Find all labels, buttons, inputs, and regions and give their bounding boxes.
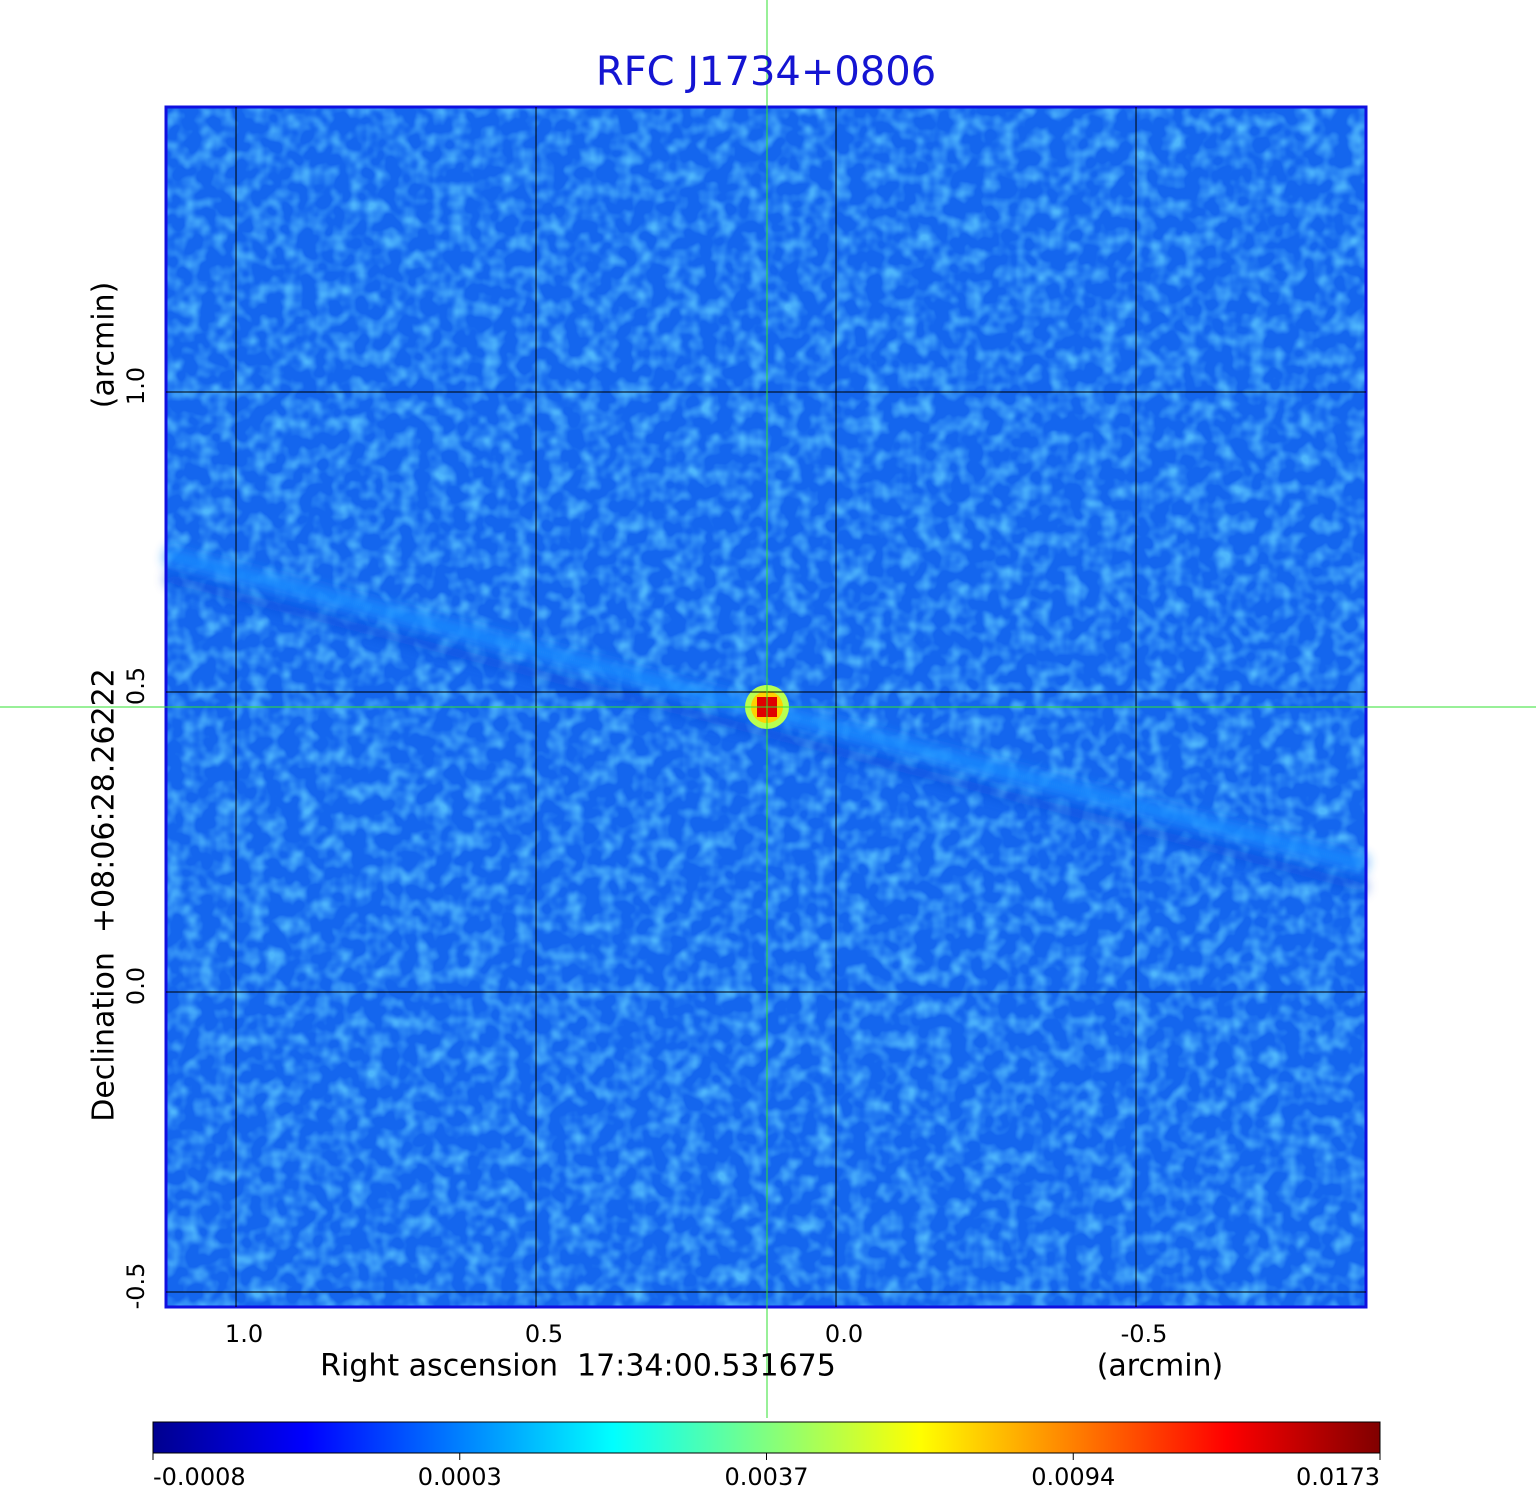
y-axis-label: Declination +08:06:28.26222: [87, 668, 122, 1122]
y-tick-label: 0.5: [122, 667, 150, 705]
colorbar-tick-label: 0.0094: [1031, 1463, 1115, 1491]
x-tick-label: 0.0: [825, 1320, 863, 1348]
x-axis-label: Right ascension 17:34:00.531675: [320, 1349, 836, 1384]
y-tick-label: 0.0: [122, 967, 150, 1005]
x-tick-label: 1.0: [225, 1320, 263, 1348]
colorbar-tick-label: 0.0037: [725, 1463, 809, 1491]
x-tick-label: -0.5: [1121, 1320, 1168, 1348]
y-tick-label: -0.5: [122, 1263, 150, 1310]
colorbar-tick-label: -0.0008: [153, 1463, 246, 1491]
colorbar: [152, 1421, 1381, 1454]
chart-title: RFC J1734+0806: [596, 49, 936, 95]
colorbar-tick-label: 0.0173: [1296, 1463, 1380, 1491]
x-axis-unit: (arcmin): [1097, 1349, 1224, 1384]
y-axis-unit: (arcmin): [87, 282, 122, 409]
colorbar-tick-label: 0.0003: [418, 1463, 502, 1491]
y-tick-label: 1.0: [122, 367, 150, 405]
x-tick-label: 0.5: [525, 1320, 563, 1348]
